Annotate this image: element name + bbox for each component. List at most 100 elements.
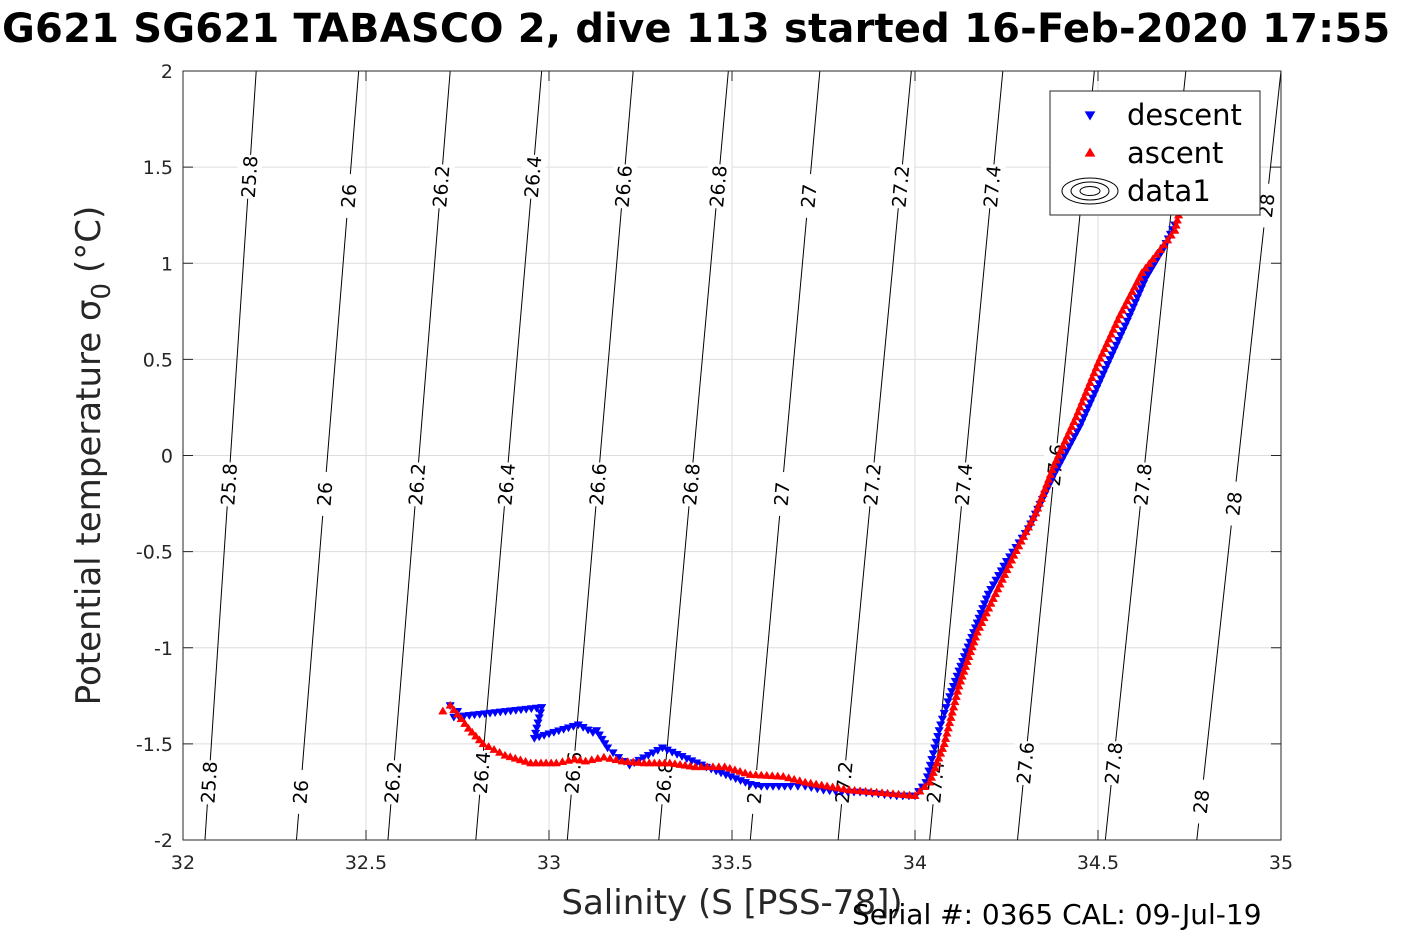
ascent-point — [1004, 560, 1014, 569]
y-tick-label: -1 — [154, 638, 173, 660]
descent-point — [768, 782, 778, 791]
legend-descent-marker — [1084, 111, 1096, 121]
descent-point — [594, 731, 604, 740]
ascent-point — [520, 756, 531, 765]
isopycnal-label: 26.6 — [586, 462, 612, 506]
descent-point — [785, 782, 796, 791]
isopycnal-label-bg — [403, 461, 431, 508]
descent-point — [533, 719, 543, 728]
ascent-point — [904, 790, 915, 799]
ascent-point — [986, 598, 996, 607]
y-tick-label: -2 — [154, 830, 173, 852]
ascent-point — [756, 770, 766, 779]
ascent-point — [767, 771, 777, 780]
ascent-point — [1148, 254, 1158, 263]
descent-point — [774, 782, 784, 791]
ascent-point — [1079, 392, 1089, 401]
descent-point — [780, 782, 790, 791]
isopycnal-label-bg — [195, 759, 223, 806]
x-tick-label: 33.5 — [711, 852, 753, 874]
ascent-point — [1038, 489, 1048, 498]
descent-point — [1072, 428, 1082, 437]
ascent-point — [974, 622, 985, 631]
ascent-point — [735, 766, 745, 775]
ascent-point — [456, 714, 466, 723]
ascent-point — [1155, 245, 1165, 253]
isopycnal-label: 25.8 — [197, 761, 222, 805]
descent-point — [1098, 370, 1108, 379]
descent-point — [563, 724, 574, 733]
ascent-point — [1095, 353, 1105, 362]
ascent-point — [1062, 431, 1072, 440]
descent-point — [531, 704, 542, 713]
descent-point — [756, 782, 766, 791]
x-tick-label: 32.5 — [345, 852, 387, 874]
descent-point — [925, 761, 936, 770]
isopycnal-label-bg — [767, 470, 796, 517]
isopycnal-label-bg — [467, 749, 496, 796]
ascent-point — [1018, 531, 1029, 540]
isopycnal-label-bg — [703, 163, 732, 210]
descent-point — [793, 782, 803, 791]
isopycnal-label-bg — [518, 153, 547, 200]
ascent-point — [680, 760, 690, 769]
ascent-point — [452, 709, 463, 718]
ascent-point — [959, 666, 969, 675]
ascent-point — [628, 757, 638, 766]
ascent-point — [483, 742, 494, 750]
ascent-point — [1047, 465, 1057, 474]
ascent-point — [789, 774, 799, 783]
ascent-point — [1051, 455, 1061, 464]
ascent-point — [967, 642, 977, 651]
x-tick-label: 34.5 — [1077, 852, 1119, 874]
ascent-point — [979, 613, 989, 622]
ascent-point — [1067, 421, 1077, 430]
x-tick-label: 32 — [171, 852, 195, 874]
ascent-point — [1144, 258, 1154, 267]
y-tick-label: 0.5 — [143, 349, 173, 371]
ascent-point — [993, 584, 1003, 593]
ascent-point — [811, 779, 821, 788]
ascent-point — [1045, 470, 1056, 478]
ascent-point — [1166, 230, 1176, 239]
ascent-point — [1073, 407, 1083, 416]
legend: descent ascent data1 — [1049, 90, 1261, 216]
ascent-point — [505, 752, 515, 761]
ascent-point — [449, 705, 459, 714]
isopycnal-label: 26.2 — [429, 164, 454, 208]
ascent-point — [599, 752, 609, 761]
ascent-point — [1028, 513, 1038, 522]
ascent-point — [696, 762, 706, 771]
ascent-point — [702, 762, 712, 771]
ascent-point — [1151, 249, 1162, 258]
ascent-point — [1083, 382, 1093, 391]
ascent-point — [623, 756, 633, 765]
isopycnal-label-bg — [427, 163, 455, 210]
ascent-point — [860, 786, 871, 795]
ascent-point — [964, 652, 974, 661]
ascent-point — [1125, 291, 1135, 300]
ascent-point — [955, 676, 966, 685]
ascent-point — [962, 657, 972, 665]
descent-point — [952, 672, 962, 681]
ascent-point — [1117, 305, 1128, 314]
isopycnal-label-bg — [1011, 740, 1040, 787]
ascent-point — [1132, 277, 1142, 286]
y-tick-label: 2 — [161, 61, 173, 83]
isopycnal-label-bg — [286, 769, 315, 815]
legend-contour-icon — [1070, 181, 1110, 201]
ascent-point — [1104, 334, 1114, 343]
ascent-point — [997, 574, 1008, 583]
ascent-point — [920, 782, 930, 791]
descent-point — [653, 747, 663, 755]
ascent-point — [965, 647, 976, 656]
ascent-point — [751, 770, 761, 779]
ascent-point — [970, 632, 981, 641]
ascent-point — [838, 784, 849, 793]
y-axis-label-unit: (°C) — [69, 206, 109, 273]
ascent-point — [1108, 324, 1119, 333]
isopycnal-label: 27.2 — [860, 462, 886, 506]
ascent-point — [1043, 474, 1054, 483]
y-tick-label: -0.5 — [136, 542, 173, 564]
ascent-point — [877, 788, 887, 797]
